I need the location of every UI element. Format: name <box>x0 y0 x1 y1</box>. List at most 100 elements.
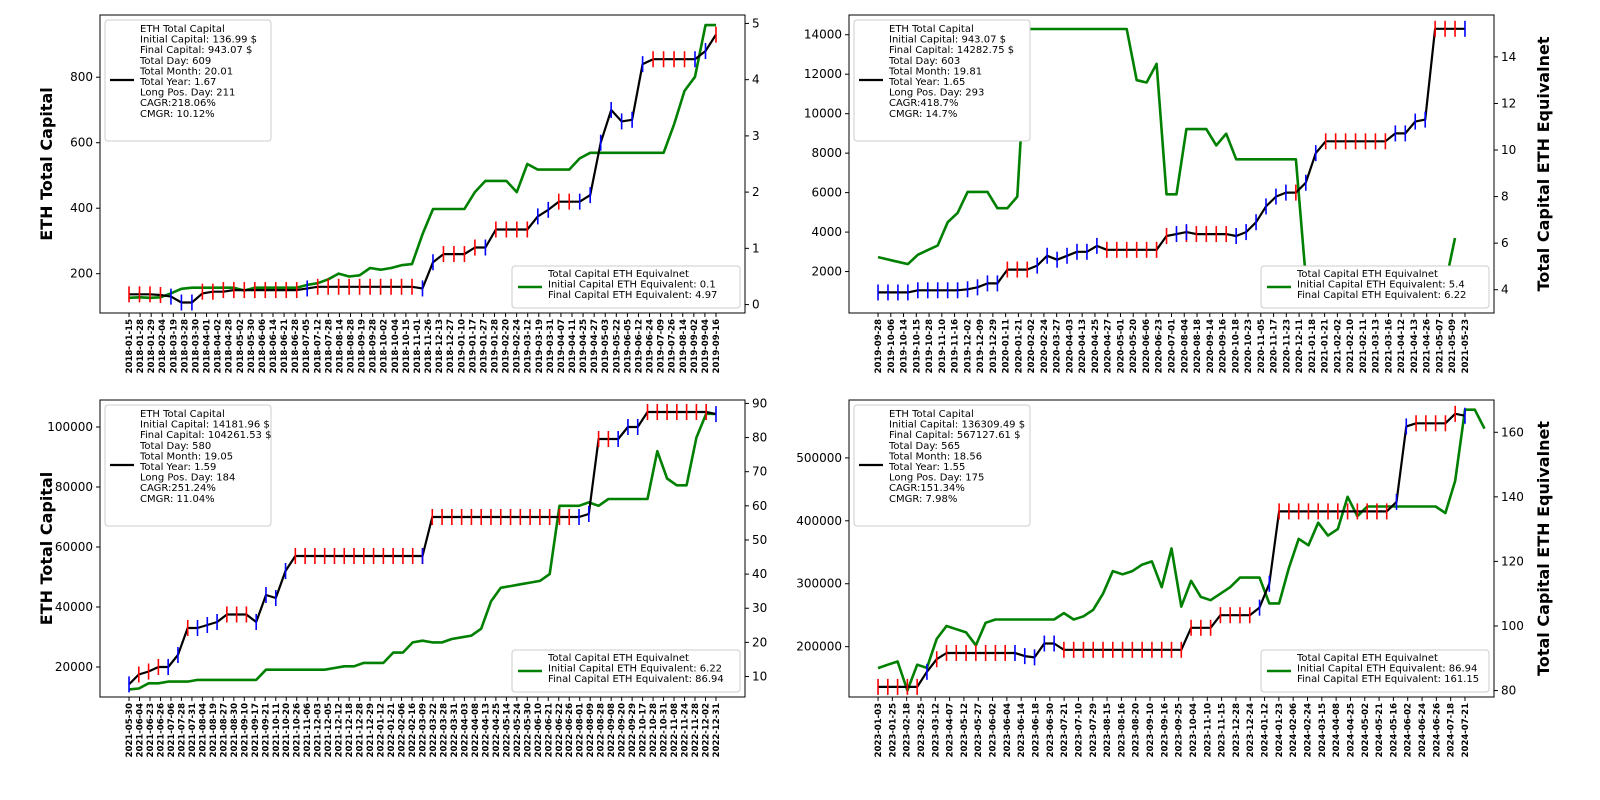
x-tick-label: 2019-06-12 <box>634 319 644 373</box>
x-tick-label: 2020-08-04 <box>1180 319 1190 373</box>
x-tick-label: 2018-07-12 <box>313 319 323 373</box>
x-tick-label: 2020-11-05 <box>1257 319 1267 373</box>
x-tick-label: 2019-06-05 <box>623 319 633 373</box>
x-tick-label: 2018-09-19 <box>358 319 368 373</box>
x-tick-label: 2020-05-20 <box>1129 319 1139 373</box>
x-tick-label: 2021-01-18 <box>1308 319 1318 373</box>
x-tick-label: 2019-01-10 <box>457 319 467 373</box>
legend-left-line: Long Pos. Day: 293 <box>889 88 984 99</box>
x-tick-label: 2020-01-21 <box>1014 319 1024 373</box>
legend-right-box <box>511 649 741 693</box>
y-left-tick-label: 4000 <box>811 225 842 239</box>
y-left-tick-label: 8000 <box>811 146 842 160</box>
legend-right-title: Total Capital ETH Equivalnet <box>1296 653 1438 664</box>
legend-left-line: Total Day: 565 <box>888 441 960 452</box>
x-tick-label: 2018-05-30 <box>247 319 257 373</box>
x-tick-label: 2018-10-04 <box>391 319 401 373</box>
x-tick-label: 2021-12-12 <box>335 703 345 757</box>
x-tick-label: 2020-02-24 <box>1040 319 1050 373</box>
x-tick-label: 2023-02-18 <box>903 703 913 757</box>
x-tick-label: 2021-03-16 <box>1384 319 1394 373</box>
x-tick-label: 2021-12-29 <box>366 703 376 757</box>
x-tick-label: 2021-12-05 <box>324 703 334 757</box>
x-tick-label: 2021-07-28 <box>177 703 187 757</box>
x-tick-label: 2024-05-21 <box>1375 703 1385 757</box>
x-tick-label: 2018-10-02 <box>380 319 390 373</box>
x-tick-label: 2019-12-02 <box>963 319 973 373</box>
x-tick-label: 2019-10-15 <box>912 319 922 373</box>
x-tick-label: 2023-11-10 <box>1203 703 1213 757</box>
x-tick-label: 2022-06-10 <box>534 703 544 757</box>
x-tick-label: 2023-10-04 <box>1189 703 1199 757</box>
legend-right-box <box>1260 649 1490 693</box>
legend-left-line: CAGR:151.34% <box>889 483 965 494</box>
legend-right-line: Final Capital ETH Equivalent: 86.94 <box>548 674 724 685</box>
x-tick-label: 2023-12-24 <box>1246 703 1256 757</box>
x-tick-label: 2023-05-27 <box>974 703 984 757</box>
capital-series-line <box>878 27 1465 294</box>
legend-right-title: Total Capital ETH Equivalnet <box>547 653 689 664</box>
x-tick-label: 2021-06-23 <box>146 703 156 757</box>
x-tick-label: 2024-06-26 <box>1432 703 1442 757</box>
x-tick-label: 2018-09-28 <box>369 319 379 373</box>
x-tick-label: 2019-02-20 <box>502 319 512 373</box>
y-right-tick-label: 6 <box>1501 236 1509 250</box>
x-tick-label: 2021-10-11 <box>272 703 282 757</box>
x-tick-label: 2022-12-02 <box>701 703 711 757</box>
x-tick-label: 2022-08-28 <box>597 703 607 757</box>
y-axis-label-right: Total Capital ETH Equivalnet <box>1534 36 1553 291</box>
x-tick-label: 2018-12-27 <box>446 319 456 373</box>
x-tick-label: 2023-08-20 <box>1132 703 1142 757</box>
y-right-tick-label: 120 <box>1501 554 1524 568</box>
chart-panel-1: 200 400 600 800 0 1 2 3 4 5 ETH Total Capital 2018-… <box>37 14 760 373</box>
y-right-tick-label: 80 <box>752 431 767 445</box>
legend-left-title: ETH Total Capital <box>140 409 225 420</box>
x-tick-label: 2019-09-02 <box>690 319 700 373</box>
x-tick-label: 2023-04-07 <box>946 703 956 757</box>
x-tick-label: 2022-04-03 <box>460 703 470 757</box>
legend-left-line: Initial Capital: 943.07 $ <box>889 35 1006 46</box>
x-tick-label: 2020-04-27 <box>1104 319 1114 373</box>
legend-left-box <box>104 19 272 142</box>
x-tick-label: 2020-04-13 <box>1078 319 1088 373</box>
x-tick-label: 2022-12-31 <box>712 703 722 757</box>
x-tick-label: 2023-02-25 <box>917 703 927 757</box>
y-left-tick-label: 400 <box>70 201 93 215</box>
x-tick-label: 2021-03-13 <box>1372 319 1382 373</box>
y-right-tick-label: 2 <box>752 185 760 199</box>
x-tick-label: 2019-10-14 <box>900 319 910 373</box>
y-left-tick-label: 200 <box>70 267 93 281</box>
x-tick-label: 2023-05-12 <box>960 703 970 757</box>
x-tick-label: 2019-04-11 <box>568 319 578 373</box>
x-tick-label: 2024-04-25 <box>1346 703 1356 757</box>
y-right-tick-label: 60 <box>752 499 767 513</box>
x-tick-label: 2018-06-06 <box>258 319 268 373</box>
x-tick-label: 2023-01-25 <box>888 703 898 757</box>
y-left-tick-label: 12000 <box>804 67 842 81</box>
x-tick-label: 2024-02-06 <box>1289 703 1299 757</box>
y-right-tick-label: 4 <box>752 73 760 87</box>
y-right-tick-label: 4 <box>1501 283 1509 297</box>
x-tick-label: 2023-06-30 <box>1046 703 1056 757</box>
x-tick-label: 2021-09-17 <box>251 703 261 757</box>
legend-left-line: Long Pos. Day: 211 <box>140 88 235 99</box>
x-tick-label: 2021-05-07 <box>1435 319 1445 373</box>
legend-right-box <box>1260 265 1490 309</box>
x-tick-label: 2022-01-21 <box>387 703 397 757</box>
y-left-tick-label: 14000 <box>804 28 842 42</box>
x-tick-label: 2019-10-28 <box>925 319 935 373</box>
y-left-tick-label: 300000 <box>796 577 842 591</box>
x-tick-label: 2021-09-21 <box>261 703 271 757</box>
x-tick-label: 2022-03-09 <box>419 703 429 757</box>
x-tick-label: 2018-07-28 <box>324 319 334 373</box>
x-tick-label: 2024-06-24 <box>1418 703 1428 757</box>
x-tick-label: 2018-03-30 <box>191 319 201 373</box>
x-tick-label: 2022-11-08 <box>670 703 680 757</box>
y-right-tick-label: 30 <box>752 601 767 615</box>
x-tick-label: 2020-01-11 <box>1002 319 1012 373</box>
x-tick-label: 2021-07-31 <box>188 703 198 757</box>
x-tick-label: 2019-09-28 <box>874 319 884 373</box>
